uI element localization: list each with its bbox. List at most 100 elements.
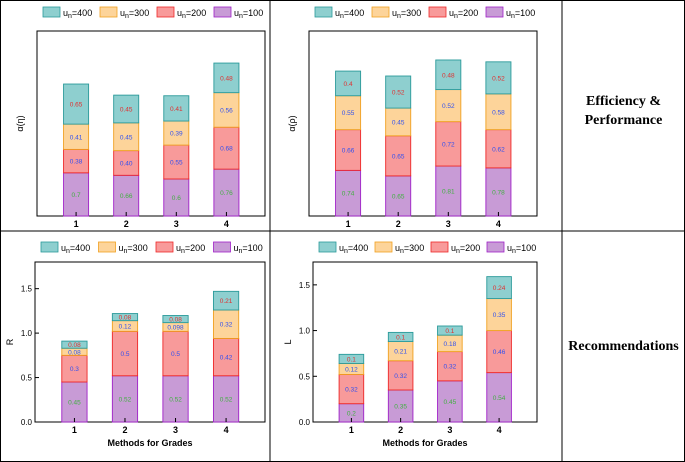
- bar-value-label: 0.5: [120, 351, 129, 358]
- legend-swatch-200: [156, 6, 175, 18]
- bar-value-label: 0.81: [442, 189, 455, 196]
- bar-value-label: 0.08: [68, 349, 81, 356]
- chart-l: un=400 un=300 un=200 un=100 0.0 0.5 1.0 1.5 L 0.2…: [283, 241, 538, 448]
- x-tick-label: 3: [447, 425, 452, 435]
- bar-value-label: 0.45: [392, 119, 405, 126]
- bar-segment-100: [486, 372, 512, 423]
- plot-frame: [34, 261, 266, 423]
- legend-label-300: un=300: [120, 8, 149, 20]
- legend-swatch-100: [213, 241, 231, 253]
- bar-segment-200: [335, 129, 362, 171]
- bar-value-label: 0.2: [347, 410, 356, 417]
- x-axis-label: Methods for Grades: [382, 438, 467, 448]
- bar-segment-200: [486, 330, 512, 374]
- legend-label-300: un=300: [392, 8, 421, 20]
- y-tick-label: 1.0: [299, 327, 311, 336]
- plot-frame: [308, 30, 538, 217]
- y-tick-label: 0.0: [299, 418, 311, 427]
- legend-swatch-200: [155, 241, 174, 253]
- legend-label-100: un=100: [506, 8, 535, 20]
- bar-value-label: 0.5: [171, 351, 180, 358]
- legend-swatch-300: [371, 6, 390, 18]
- bar-segment-200: [213, 126, 240, 170]
- y-axis-label: L: [283, 339, 293, 344]
- bar-value-label: 0.08: [169, 317, 182, 324]
- x-tick-label: 2: [124, 219, 129, 229]
- x-tick-label: 4: [224, 219, 229, 229]
- legend-label-400: un=400: [339, 243, 368, 255]
- bar-segment-100: [113, 174, 140, 217]
- bar-segment-400: [385, 75, 412, 109]
- bar-segment-200: [387, 360, 414, 391]
- bar-segment-400: [162, 315, 189, 324]
- bar-value-label: 0.48: [442, 72, 455, 79]
- bar-segment-300: [486, 298, 512, 332]
- x-tick-label: 4: [497, 425, 502, 435]
- x-tick-label: 2: [396, 219, 401, 229]
- bar-segment-200: [61, 354, 88, 383]
- legend-swatch-200: [430, 241, 449, 253]
- legend-swatch-100: [213, 6, 232, 18]
- legend-swatch-300: [374, 241, 393, 253]
- y-axis-label: α(ρ): [287, 115, 297, 131]
- bar-value-label: 0.48: [220, 75, 233, 82]
- y-axis-label: R: [5, 338, 15, 345]
- y-tick-label: 0.5: [299, 372, 311, 381]
- bar-segment-300: [213, 92, 240, 128]
- x-tick-label: 2: [398, 425, 403, 435]
- bar-value-label: 0.45: [444, 399, 457, 406]
- bar-value-label: 0.72: [442, 141, 455, 148]
- bar-value-label: 0.41: [170, 106, 183, 113]
- bar-value-label: 0.35: [394, 404, 407, 411]
- bar-segment-300: [485, 93, 512, 131]
- bar-value-label: 0.52: [220, 396, 233, 403]
- bar-value-label: 0.52: [392, 90, 405, 97]
- y-tick-label: 0.0: [21, 418, 33, 427]
- bar-value-label: 0.66: [342, 148, 355, 155]
- x-tick-label: 3: [446, 219, 451, 229]
- bar-segment-100: [335, 169, 362, 217]
- x-tick-label: 4: [496, 219, 501, 229]
- bar-value-label: 0.18: [444, 341, 457, 348]
- legend-label-200: un=200: [176, 243, 205, 255]
- bar-value-label: 0.21: [220, 298, 233, 305]
- bar-segment-200: [162, 330, 189, 377]
- legend-swatch-400: [314, 6, 333, 18]
- bar-value-label: 0.45: [120, 107, 133, 114]
- legend-swatch-400: [318, 241, 337, 253]
- bar-value-label: 0.39: [170, 131, 183, 138]
- bar-value-label: 0.55: [342, 110, 355, 117]
- bar-segment-400: [61, 340, 88, 349]
- legend-label-100: un=100: [507, 243, 536, 255]
- x-tick-label: 3: [173, 425, 178, 435]
- bar-value-label: 0.52: [169, 396, 182, 403]
- bar-segment-400: [437, 325, 463, 336]
- bar-value-label: 0.74: [342, 191, 355, 198]
- chart-alpha-eta: un=400 un=300 un=200 un=100 α(η) 0.7 0.38 0.41 0…: [15, 6, 266, 229]
- bar-segment-200: [111, 330, 139, 377]
- legend-swatch-400: [40, 241, 59, 253]
- bar-value-label: 0.7: [72, 192, 81, 199]
- y-tick-label: 1.5: [299, 281, 311, 290]
- legend-label-200: un=200: [177, 8, 206, 20]
- efficiency-performance-label: Efficiency & Performance: [563, 92, 684, 130]
- recommendations-label: Recommendations: [563, 337, 684, 356]
- bar-segment-100: [212, 375, 240, 423]
- legend-label-400: un=400: [63, 8, 92, 20]
- plot-frame: [36, 30, 266, 217]
- bar-value-label: 0.45: [68, 400, 81, 407]
- bar-segment-400: [212, 290, 240, 311]
- bar-value-label: 0.76: [220, 190, 233, 197]
- bar-value-label: 0.35: [493, 312, 506, 319]
- legend-label-400: un=400: [335, 8, 364, 20]
- x-tick-label: 1: [349, 425, 354, 435]
- bar-value-label: 0.32: [220, 322, 233, 329]
- bar-segment-200: [163, 144, 190, 180]
- bar-value-label: 0.6: [172, 195, 181, 202]
- efficiency-label-line-1: Efficiency &: [585, 94, 662, 109]
- bar-value-label: 0.62: [492, 146, 505, 153]
- bar-value-label: 0.52: [492, 75, 505, 82]
- plot-frame: [312, 261, 538, 423]
- bar-segment-100: [111, 375, 139, 423]
- bar-value-label: 0.56: [220, 107, 233, 114]
